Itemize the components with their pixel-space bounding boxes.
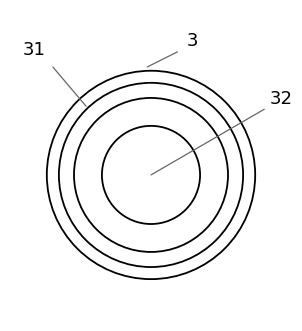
Text: 31: 31 — [23, 41, 45, 59]
Text: 32: 32 — [269, 90, 292, 109]
Text: 3: 3 — [187, 32, 198, 50]
